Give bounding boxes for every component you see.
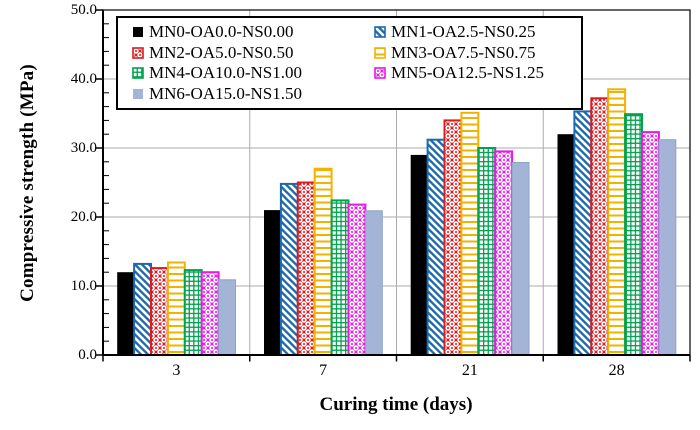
bar-MN0-OA0.0-NS0.00-day21 — [410, 154, 428, 355]
x-tick-label: 7 — [319, 362, 328, 379]
bar-MN2-OA5.0-NS0.50-day21 — [443, 119, 463, 357]
bar-MN6-OA15.0-NS1.50-day7 — [364, 210, 383, 356]
x-tick-label: 3 — [172, 362, 181, 379]
bar-MN5-OA12.5-NS1.25-day3 — [200, 271, 220, 357]
legend-item: MN4-OA10.0-NS1.00 — [132, 63, 374, 84]
bar-MN2-OA5.0-NS0.50-day7 — [296, 181, 316, 356]
y-tick-label: 30.0 — [70, 140, 97, 156]
y-tick-label: 0.0 — [78, 347, 97, 363]
bar-MN1-OA2.5-NS0.25-day21 — [426, 138, 446, 356]
bar-MN4-OA10.0-NS1.00-day21 — [477, 147, 497, 356]
bar-MN6-OA15.0-NS1.50-day3 — [218, 279, 237, 356]
bar-MN4-OA10.0-NS1.00-day7 — [330, 199, 350, 356]
legend-label: MN4-OA10.0-NS1.00 — [149, 63, 302, 83]
legend-swatch-icon — [132, 67, 144, 80]
legend-swatch-icon — [374, 46, 386, 59]
bar-MN3-OA7.5-NS0.75-day28 — [607, 88, 627, 357]
bar-MN4-OA10.0-NS1.00-day3 — [183, 269, 203, 357]
legend-swatch-icon — [133, 88, 143, 99]
legend-item: MN2-OA5.0-NS0.50 — [132, 43, 374, 64]
legend-label: MN6-OA15.0-NS1.50 — [149, 83, 302, 103]
legend-item: MN0-OA0.0-NS0.00 — [132, 22, 374, 43]
bar-MN3-OA7.5-NS0.75-day7 — [313, 167, 333, 356]
bar-MN0-OA0.0-NS0.00-day28 — [557, 134, 575, 355]
bar-MN5-OA12.5-NS1.25-day7 — [347, 203, 367, 356]
legend-swatch-icon — [133, 27, 143, 38]
legend-item: MN1-OA2.5-NS0.25 — [374, 22, 575, 43]
x-axis-title: Curing time (days) — [319, 394, 473, 415]
legend-item: MN5-OA12.5-NS1.25 — [374, 63, 575, 84]
bar-MN6-OA15.0-NS1.50-day28 — [658, 139, 677, 356]
legend-label: MN2-OA5.0-NS0.50 — [149, 42, 294, 62]
legend-label: MN3-OA7.5-NS0.75 — [391, 42, 536, 62]
x-tick-label: 28 — [608, 362, 625, 379]
y-tick-label: 50.0 — [70, 2, 97, 18]
legend-swatch-icon — [374, 67, 386, 80]
legend-label: MN1-OA2.5-NS0.25 — [391, 22, 536, 42]
legend-swatch-icon — [132, 46, 144, 59]
legend-item: MN6-OA15.0-NS1.50 — [132, 84, 374, 105]
y-axis-title: Compressive strength (MPa) — [17, 64, 38, 302]
bar-MN1-OA2.5-NS0.25-day28 — [573, 110, 593, 357]
bar-MN2-OA5.0-NS0.50-day28 — [590, 97, 610, 357]
bar-MN5-OA12.5-NS1.25-day28 — [641, 131, 660, 356]
legend: MN0-OA0.0-NS0.00 MN1-OA2.5-NS0.25 MN2-OA5.… — [116, 16, 583, 110]
legend-swatch-icon — [374, 26, 386, 39]
x-tick-label: 21 — [461, 362, 478, 379]
bar-MN3-OA7.5-NS0.75-day21 — [460, 111, 480, 356]
bar-MN0-OA0.0-NS0.00-day3 — [117, 272, 135, 355]
bar-MN0-OA0.0-NS0.00-day7 — [264, 210, 281, 355]
legend-label: MN0-OA0.0-NS0.00 — [149, 22, 294, 42]
bar-MN4-OA10.0-NS1.00-day28 — [624, 113, 643, 356]
bar-MN2-OA5.0-NS0.50-day3 — [150, 267, 169, 357]
bar-MN1-OA2.5-NS0.25-day7 — [279, 182, 299, 356]
legend-item: MN3-OA7.5-NS0.75 — [374, 43, 575, 64]
y-tick-label: 20.0 — [70, 209, 97, 225]
bar-MN6-OA15.0-NS1.50-day21 — [511, 162, 530, 356]
bar-MN1-OA2.5-NS0.25-day3 — [133, 262, 153, 356]
legend-label: MN5-OA12.5-NS1.25 — [391, 63, 544, 83]
bar-MN5-OA12.5-NS1.25-day21 — [494, 150, 514, 356]
y-tick-label: 10.0 — [70, 278, 97, 294]
y-tick-label: 40.0 — [70, 71, 97, 87]
bar-MN3-OA7.5-NS0.75-day3 — [166, 261, 186, 356]
